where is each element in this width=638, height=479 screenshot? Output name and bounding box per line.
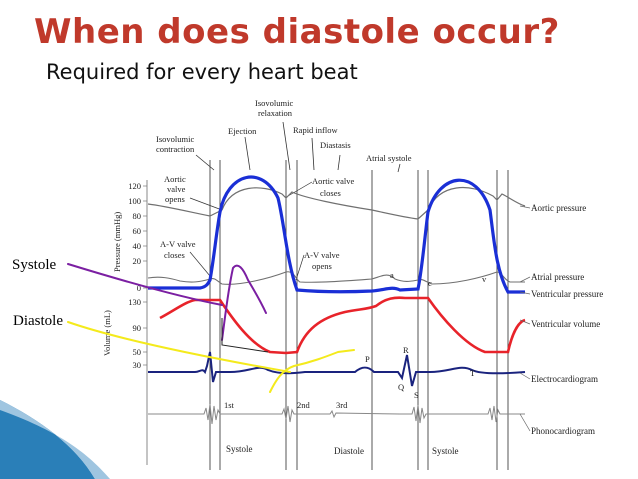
label-ventricular-volume: Ventricular volume: [531, 319, 600, 329]
tick-120: 120: [128, 181, 141, 191]
event-aortic-valve-opens-3: opens: [165, 194, 185, 204]
slide-subtitle: Required for every heart beat: [46, 60, 358, 84]
wave-a: a: [390, 270, 394, 280]
heart-sound-1st: 1st: [224, 400, 235, 410]
wave-S: S: [414, 390, 419, 400]
event-av-valve-closes-2: closes: [164, 250, 185, 260]
label-atrial-pressure: Atrial pressure: [531, 272, 584, 282]
atrial-pressure-trace: [147, 271, 525, 285]
wave-v: v: [482, 274, 487, 284]
tick-30: 30: [133, 360, 142, 370]
event-av-valve-opens-1: A-V valve: [304, 250, 340, 260]
diastole-pen-annotation: [67, 321, 355, 393]
label-phonocardiogram: Phonocardiogram: [531, 426, 595, 436]
pressure-ticks: 120 100 80 60 40 20 0: [128, 181, 141, 293]
label-electrocardiogram: Electrocardiogram: [531, 374, 598, 384]
phase-isovolumic-relaxation-2: relaxation: [258, 108, 293, 118]
systole-pen-annotation: [67, 263, 267, 341]
tick-50: 50: [133, 347, 142, 357]
phase-atrial-systole: Atrial systole: [366, 153, 412, 163]
event-aortic-valve-closes-2: closes: [320, 188, 341, 198]
phase-isovolumic-contraction-2: contraction: [156, 144, 195, 154]
bottom-phase-systole-2: Systole: [432, 446, 459, 456]
tick-90: 90: [133, 323, 142, 333]
phase-isovolumic-contraction-1: Isovolumic: [156, 134, 194, 144]
ventricular-volume-trace: [159, 296, 526, 355]
ventricular-pressure-trace: [148, 175, 525, 294]
bottom-phase-systole-1: Systole: [226, 444, 253, 454]
tick-40: 40: [133, 241, 142, 251]
tick-80: 80: [133, 211, 142, 221]
phase-lines: [209, 160, 509, 470]
wave-T: T: [470, 368, 476, 378]
wave-R: R: [403, 345, 409, 355]
event-av-valve-opens-2: opens: [312, 261, 332, 271]
event-aortic-valve-opens-1: Aortic: [164, 174, 186, 184]
phonocardiogram-trace: [148, 403, 525, 425]
heart-sound-3rd: 3rd: [336, 400, 348, 410]
label-ventricular-pressure: Ventricular pressure: [531, 289, 603, 299]
tick-100: 100: [128, 196, 141, 206]
wave-c: c: [428, 278, 432, 288]
slide-title: When does diastole occur?: [34, 12, 560, 52]
systole-annotation-label: Systole: [12, 257, 57, 273]
swoosh-light: [0, 400, 110, 479]
wave-P: P: [365, 354, 370, 364]
tick-130: 130: [128, 297, 141, 307]
phase-diastasis: Diastasis: [320, 140, 351, 150]
swoosh-dark: [0, 400, 95, 479]
tick-60: 60: [133, 226, 142, 236]
bottom-phase-diastole: Diastole: [334, 446, 364, 456]
event-av-valve-closes-1: A-V valve: [160, 239, 196, 249]
phase-isovolumic-relaxation-1: Isovolumic: [255, 98, 293, 108]
event-aortic-valve-closes-1: Aortic valve: [312, 176, 354, 186]
ecg-trace: [148, 351, 526, 387]
volume-ticks: 130 90 50 30: [128, 297, 141, 370]
phase-rapid-inflow: Rapid inflow: [293, 125, 338, 135]
phase-ejection: Ejection: [228, 126, 257, 136]
wave-Q: Q: [398, 382, 404, 392]
heart-sound-2nd: 2nd: [297, 400, 311, 410]
bracket-annotation: [221, 318, 269, 353]
tick-20: 20: [133, 256, 142, 266]
label-aortic-pressure: Aortic pressure: [531, 203, 586, 213]
axis-pressure-label: Pressure (mmHg): [112, 212, 122, 272]
tick-0: 0: [137, 283, 141, 293]
diastole-annotation-label: Diastole: [13, 313, 63, 329]
event-aortic-valve-opens-2: valve: [167, 184, 186, 194]
